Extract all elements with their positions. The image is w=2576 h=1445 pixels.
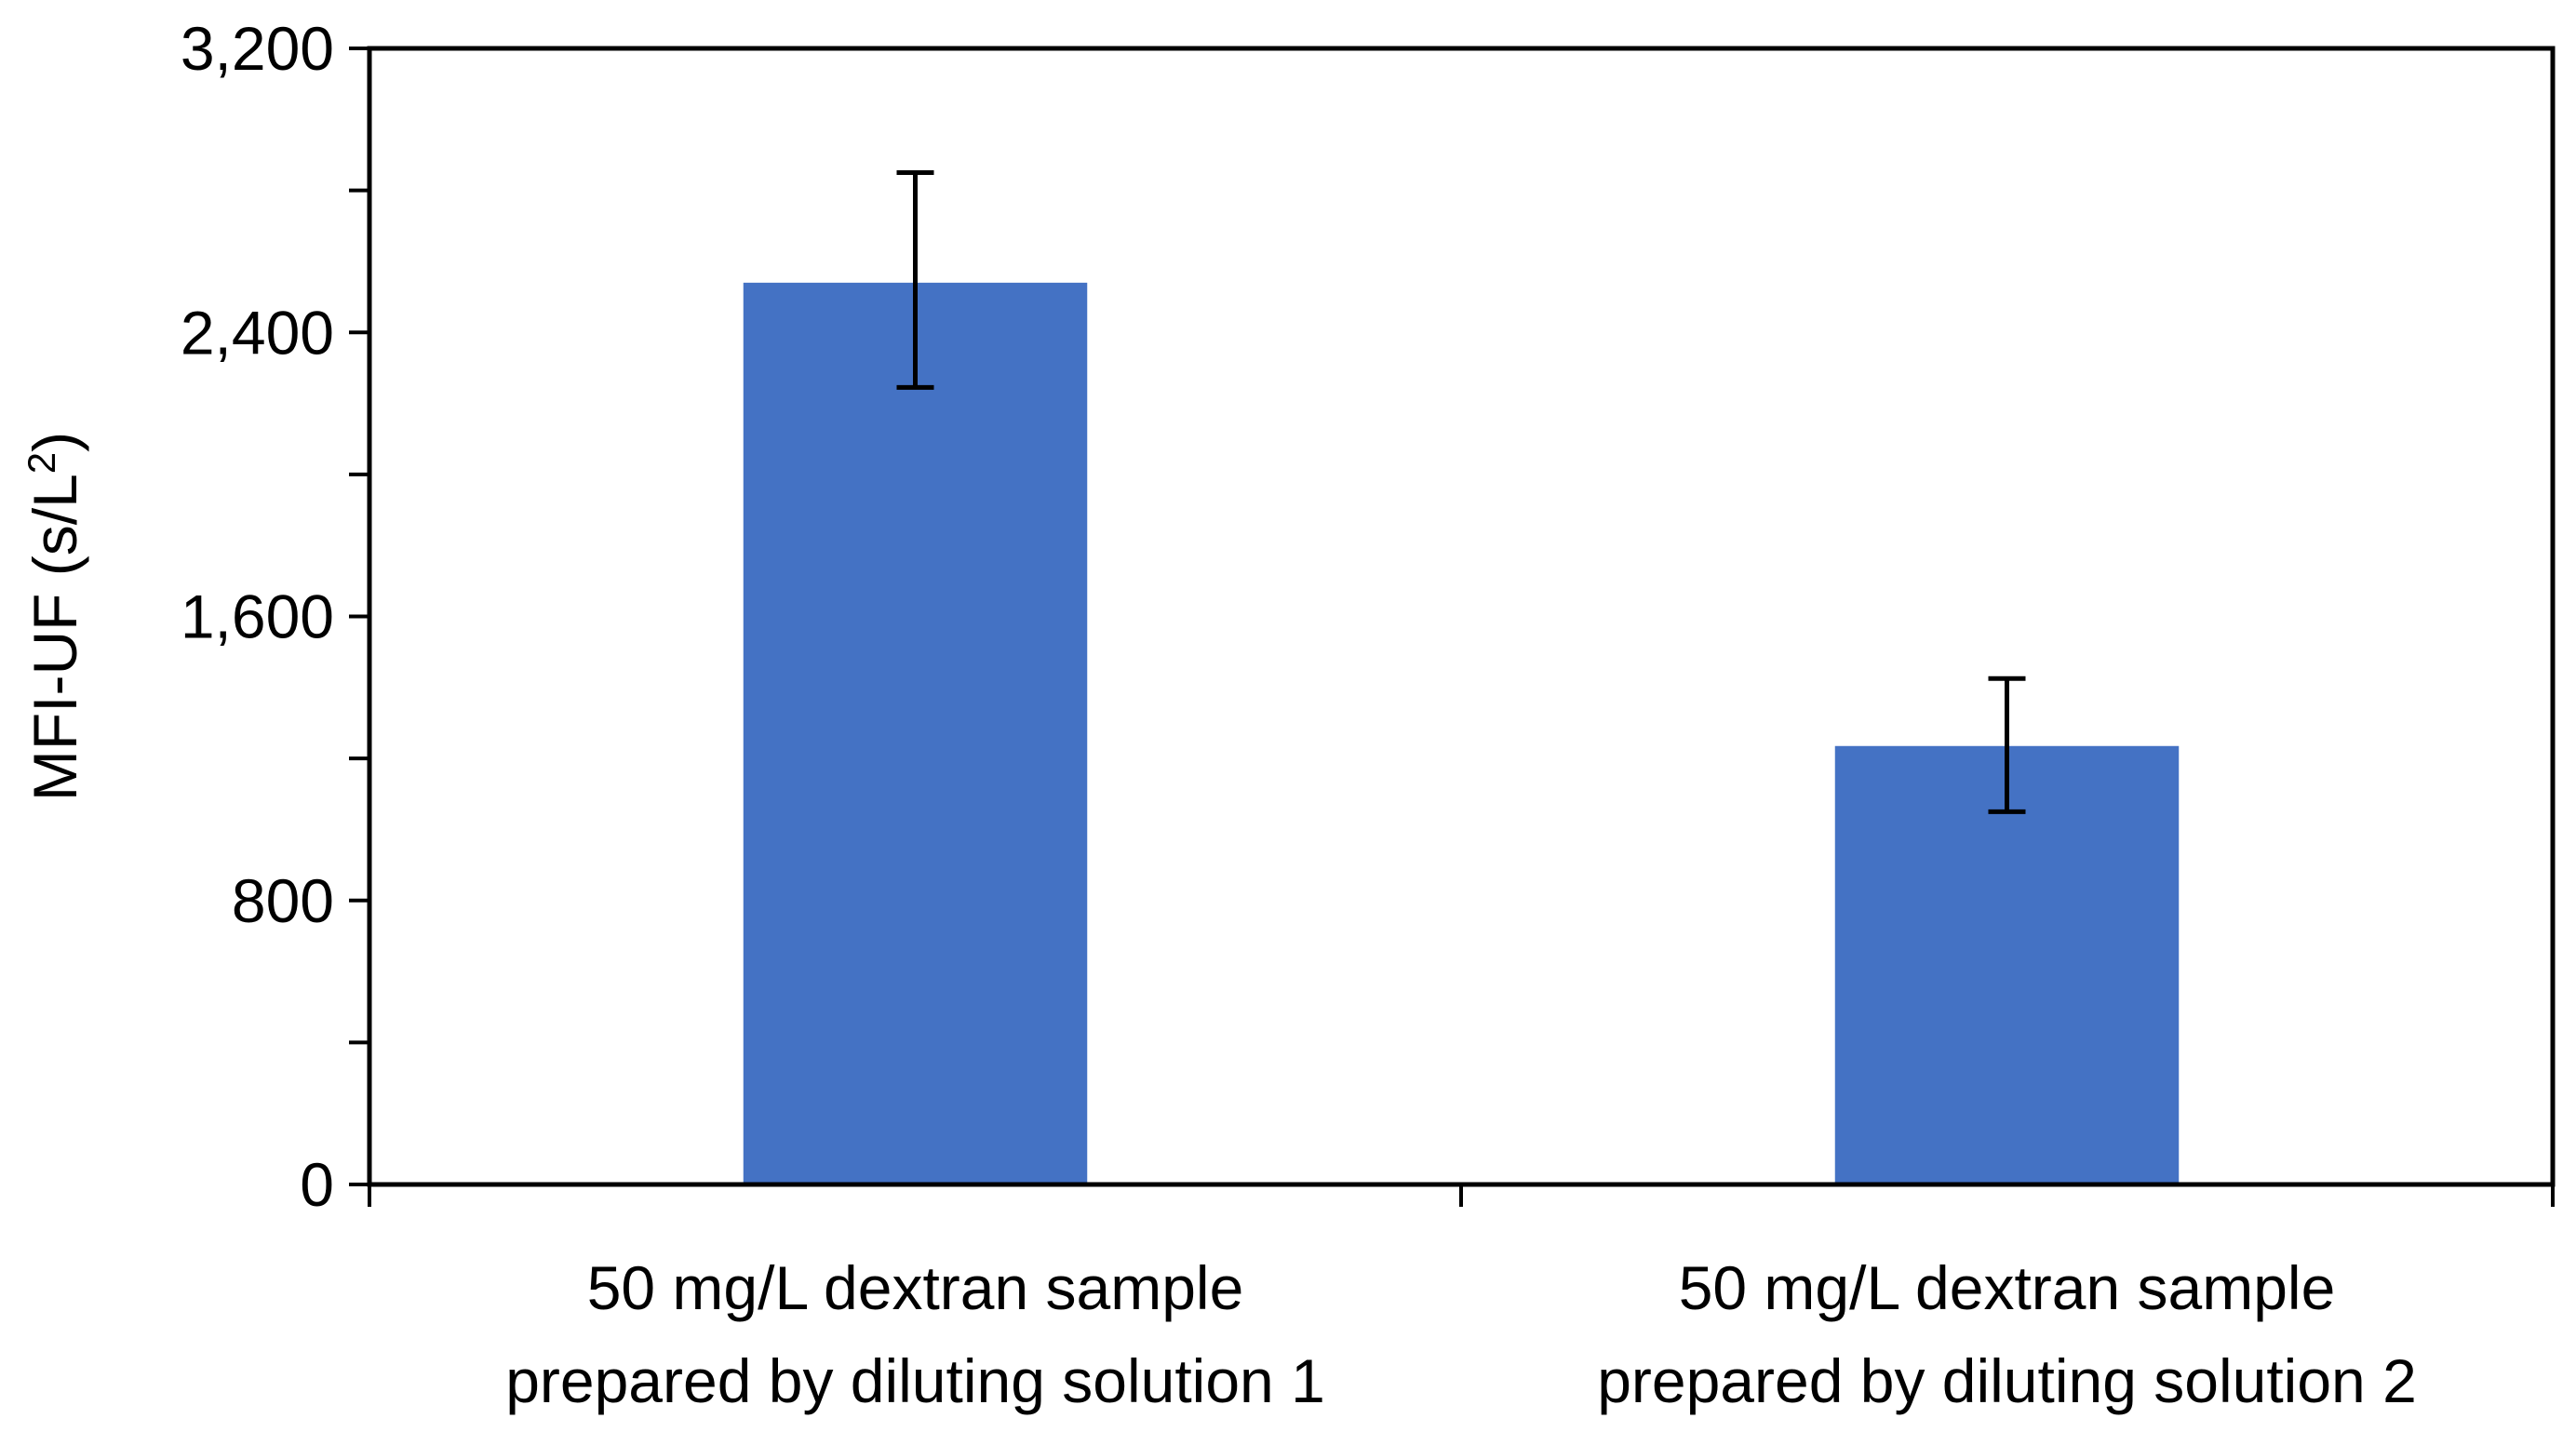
y-axis-title: MFI-UF (s/L2)	[20, 432, 90, 801]
bars-layer	[743, 282, 2180, 1184]
y-tick-label: 2,400	[181, 298, 334, 367]
x-category-label-line: prepared by diluting solution 1	[505, 1346, 1325, 1415]
x-category-label-2: 50 mg/L dextran sample prepared by diluti…	[1597, 1253, 2417, 1415]
y-axis-ticks	[349, 47, 369, 1186]
y-axis-title-main: MFI-UF (s/L	[20, 474, 89, 801]
y-tick-label: 1,600	[181, 582, 334, 651]
x-category-label-line: prepared by diluting solution 2	[1597, 1346, 2417, 1415]
y-tick-label: 0	[300, 1150, 334, 1219]
x-category-label-line: 50 mg/L dextran sample	[1679, 1253, 2336, 1322]
y-axis-title-close: )	[20, 432, 89, 452]
error-bars-layer	[896, 170, 2026, 814]
y-axis-title-superscript: 2	[20, 452, 63, 474]
y-axis-tick-labels: 0 800 1,600 2,400 3,200	[181, 14, 334, 1219]
x-category-label-line: 50 mg/L dextran sample	[587, 1253, 1244, 1322]
x-category-label-1: 50 mg/L dextran sample prepared by diluti…	[505, 1253, 1325, 1415]
bar-1	[743, 282, 1088, 1184]
y-tick-label: 3,200	[181, 14, 334, 83]
y-tick-label: 800	[232, 866, 334, 935]
x-axis-ticks	[368, 1184, 2555, 1207]
bar-2	[1834, 745, 2180, 1184]
x-axis-category-labels: 50 mg/L dextran sample prepared by diluti…	[505, 1253, 2417, 1415]
